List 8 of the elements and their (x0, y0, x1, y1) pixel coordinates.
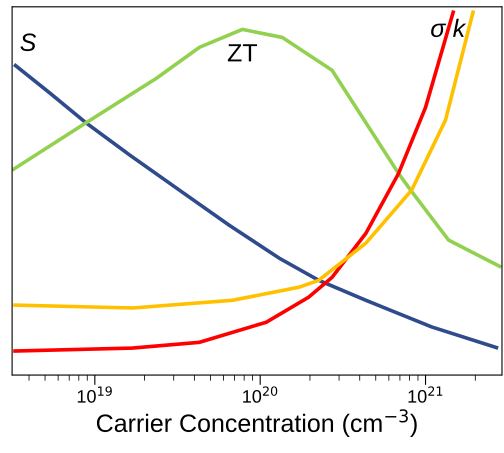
x-tick-label: 10$^{19}$ (78, 386, 112, 403)
x-tick-label: 10$^{20}$ (243, 386, 278, 403)
series-label: S (20, 33, 36, 52)
x-axis-title: Carrier Concentration (cm$^{−3}$) (96, 409, 417, 438)
x-tick-label: 10$^{21}$ (408, 386, 442, 403)
series-label: k (453, 18, 466, 37)
series-label: σ (431, 24, 446, 38)
series-label: ZT (228, 44, 258, 62)
